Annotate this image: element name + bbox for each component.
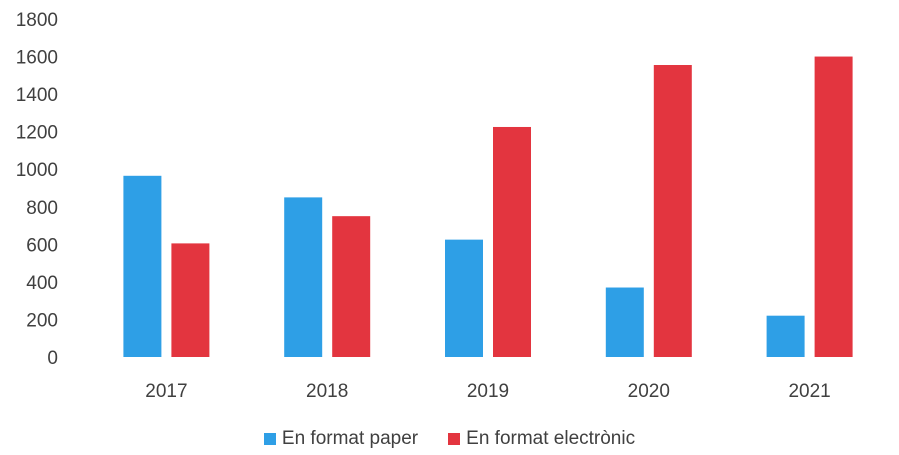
y-tick-label: 1800: [16, 10, 58, 31]
legend-swatch-electronic: [448, 433, 461, 445]
y-tick-label: 400: [26, 273, 58, 294]
legend-label-electronic: En format electrònic: [466, 428, 636, 449]
x-tick-label: 2018: [306, 381, 348, 402]
bar-electronic-2020: [653, 65, 692, 357]
bar-paper-2021: [766, 315, 805, 357]
x-tick-label: 2019: [467, 381, 509, 402]
bar-electronic-2019: [493, 126, 531, 357]
x-tick-label: 2021: [788, 381, 830, 402]
y-tick-label: 1400: [16, 85, 58, 106]
bar-paper-2018: [284, 197, 323, 357]
y-tick-label: 800: [26, 198, 58, 219]
legend: En format paper En format electrònic: [0, 428, 899, 450]
y-axis: 0 200 400 600 800 1000 1200 1400 1600 1800: [16, 10, 58, 369]
y-tick-label: 200: [26, 310, 58, 331]
bar-paper-2017: [123, 175, 162, 357]
legend-swatch-paper: [263, 433, 276, 445]
bar-electronic-2021: [814, 56, 853, 358]
x-tick-label: 2017: [145, 381, 187, 402]
y-tick-label: 600: [26, 235, 58, 256]
legend-label-paper: En format paper: [281, 428, 419, 449]
bar-electronic-2018: [332, 216, 371, 357]
bar-paper-2020: [605, 287, 644, 357]
y-tick-label: 1000: [16, 160, 58, 181]
x-axis: 2017 2018 2019 2020 2021: [145, 381, 830, 402]
bar-electronic-2017: [171, 243, 210, 357]
x-tick-label: 2020: [628, 381, 670, 402]
legend-item-paper: En format paper: [263, 428, 419, 450]
bar-paper-2019: [445, 239, 483, 357]
y-tick-label: 0: [47, 348, 58, 369]
y-tick-label: 1600: [16, 48, 58, 69]
legend-item-electronic: En format electrònic: [448, 428, 635, 450]
bars: [123, 56, 853, 358]
y-tick-label: 1200: [16, 123, 58, 144]
